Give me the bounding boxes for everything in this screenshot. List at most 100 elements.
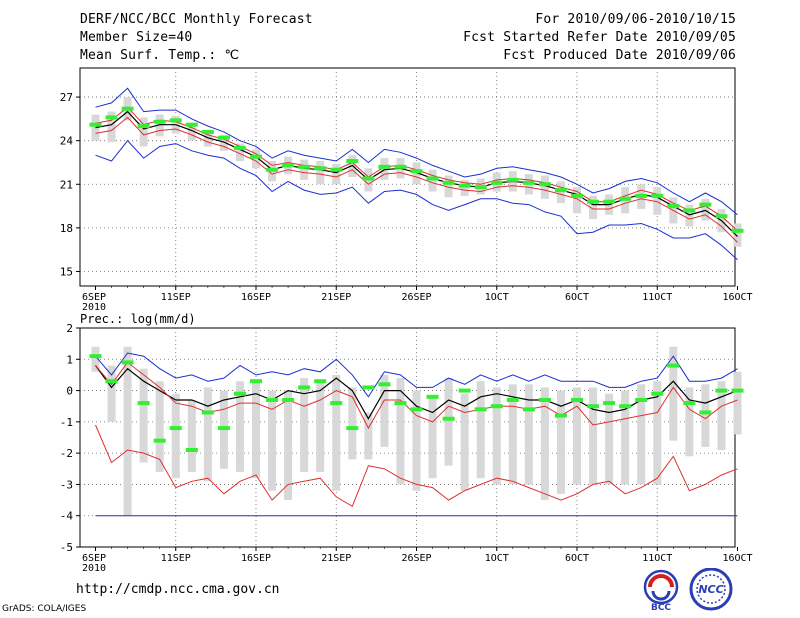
prec-box [123, 346, 132, 516]
temp-xtick-label: 6SEP [82, 292, 106, 303]
temp-median-marker [169, 118, 182, 123]
temp-median-marker [667, 204, 680, 209]
temp-median-marker [619, 196, 632, 201]
prec-median-marker [635, 397, 648, 402]
temp-xtick-label: 6OCT [565, 292, 589, 303]
prec-box [412, 390, 421, 491]
temp-box [556, 181, 565, 204]
temp-box [252, 149, 260, 169]
prec-ytick-label: -1 [60, 416, 73, 429]
prec-xtick-label: 6SEP [82, 553, 106, 564]
member-size-label: Member Size=40 [80, 30, 193, 45]
temp-xtick-label: 21SEP [321, 292, 351, 303]
temp-box [428, 169, 437, 192]
prec-median-marker [538, 397, 551, 402]
prec-median-marker [153, 438, 166, 443]
temp-median-marker [410, 169, 423, 174]
temp-line-maximum [95, 87, 738, 216]
prec-median-marker [217, 426, 230, 431]
prec-box [91, 346, 100, 372]
prec-box [235, 381, 244, 472]
temp-xtick-label: 16OCT [722, 292, 752, 303]
temp-median-marker [538, 182, 551, 187]
temp-median-marker [394, 164, 407, 169]
temp-box [219, 134, 228, 151]
temp-xtick-year: 2010 [82, 302, 106, 313]
temp-median-marker [233, 145, 246, 150]
temp-median-marker [362, 176, 375, 181]
prec-plot-frame [79, 327, 736, 548]
prec-median-marker [410, 407, 423, 412]
temp-median-marker [522, 180, 535, 185]
prec-line-upper-inner [95, 361, 738, 430]
temp-median-marker [298, 164, 311, 169]
temp-ytick-label: 15 [60, 265, 73, 278]
temp-xtick-label: 16SEP [241, 292, 271, 303]
temp-box [412, 162, 421, 185]
prec-median-marker [619, 404, 632, 409]
temp-median-marker [587, 199, 600, 204]
temp-box [573, 187, 581, 214]
temp-box [139, 117, 148, 147]
prec-box [621, 390, 630, 485]
prec-line-maximum [95, 352, 738, 398]
temp-median-marker [426, 176, 439, 181]
prec-median-marker [522, 407, 535, 412]
temp-box [155, 114, 164, 137]
prec-median-marker [394, 401, 407, 406]
prec-box [669, 346, 678, 441]
temp-median-marker [651, 193, 664, 198]
temp-box [540, 175, 549, 199]
prec-median-marker [571, 397, 583, 402]
prec-box [637, 384, 646, 485]
prec-median-marker [490, 404, 503, 409]
temp-median-marker [683, 208, 696, 213]
prec-box [589, 387, 598, 485]
prec-box [524, 384, 533, 485]
temp-median-marker [458, 183, 471, 188]
temp-median-marker [137, 124, 150, 129]
grads-credit: GrADS: COLA/IGES [2, 604, 87, 614]
temp-median-marker [89, 122, 102, 127]
temp-median-marker [506, 177, 519, 182]
prec-median-marker [715, 388, 728, 393]
temp-median-marker [474, 185, 487, 190]
prec-box [653, 381, 662, 485]
prec-box [203, 387, 212, 482]
temp-box [701, 198, 710, 221]
variable-label: Mean Surf. Temp.: ℃ [80, 48, 240, 63]
temp-box [589, 195, 598, 220]
prec-median-marker [603, 401, 616, 406]
bcc-logo: BCC [636, 568, 686, 613]
temp-ytick-label: 24 [60, 135, 74, 148]
ncc-logo: NCC [686, 567, 736, 612]
prec-median-marker [121, 360, 134, 365]
prec-box [380, 374, 389, 447]
prec-ytick-label: -3 [60, 478, 73, 491]
temp-box [107, 111, 116, 143]
prec-box [508, 384, 517, 485]
prec-ytick-label: 1 [66, 353, 73, 366]
prec-box [284, 390, 293, 501]
prec-median-marker [314, 379, 327, 384]
footer-url[interactable]: http://cmdp.ncc.cma.gov.cn [76, 582, 280, 597]
prec-box [187, 399, 196, 472]
prec-box [701, 384, 710, 447]
prec-xtick-label: 1OCT [485, 553, 509, 564]
temp-median-marker [105, 115, 118, 120]
prec-median-marker [554, 413, 567, 418]
prec-median-marker [651, 391, 664, 396]
prec-xtick-label: 16OCT [722, 553, 752, 564]
temp-median-marker [201, 129, 214, 134]
prec-box [364, 412, 373, 460]
prec-box [733, 371, 742, 435]
temp-box [460, 179, 469, 196]
prec-median-marker [587, 404, 600, 409]
prec-median-marker [250, 379, 262, 384]
prec-xtick-label: 26SEP [401, 553, 431, 564]
prec-median-marker [458, 388, 471, 393]
temp-box [380, 158, 389, 180]
prec-box [300, 378, 309, 472]
ncc-logo-text: NCC [698, 583, 723, 596]
temp-median-marker [442, 180, 455, 185]
